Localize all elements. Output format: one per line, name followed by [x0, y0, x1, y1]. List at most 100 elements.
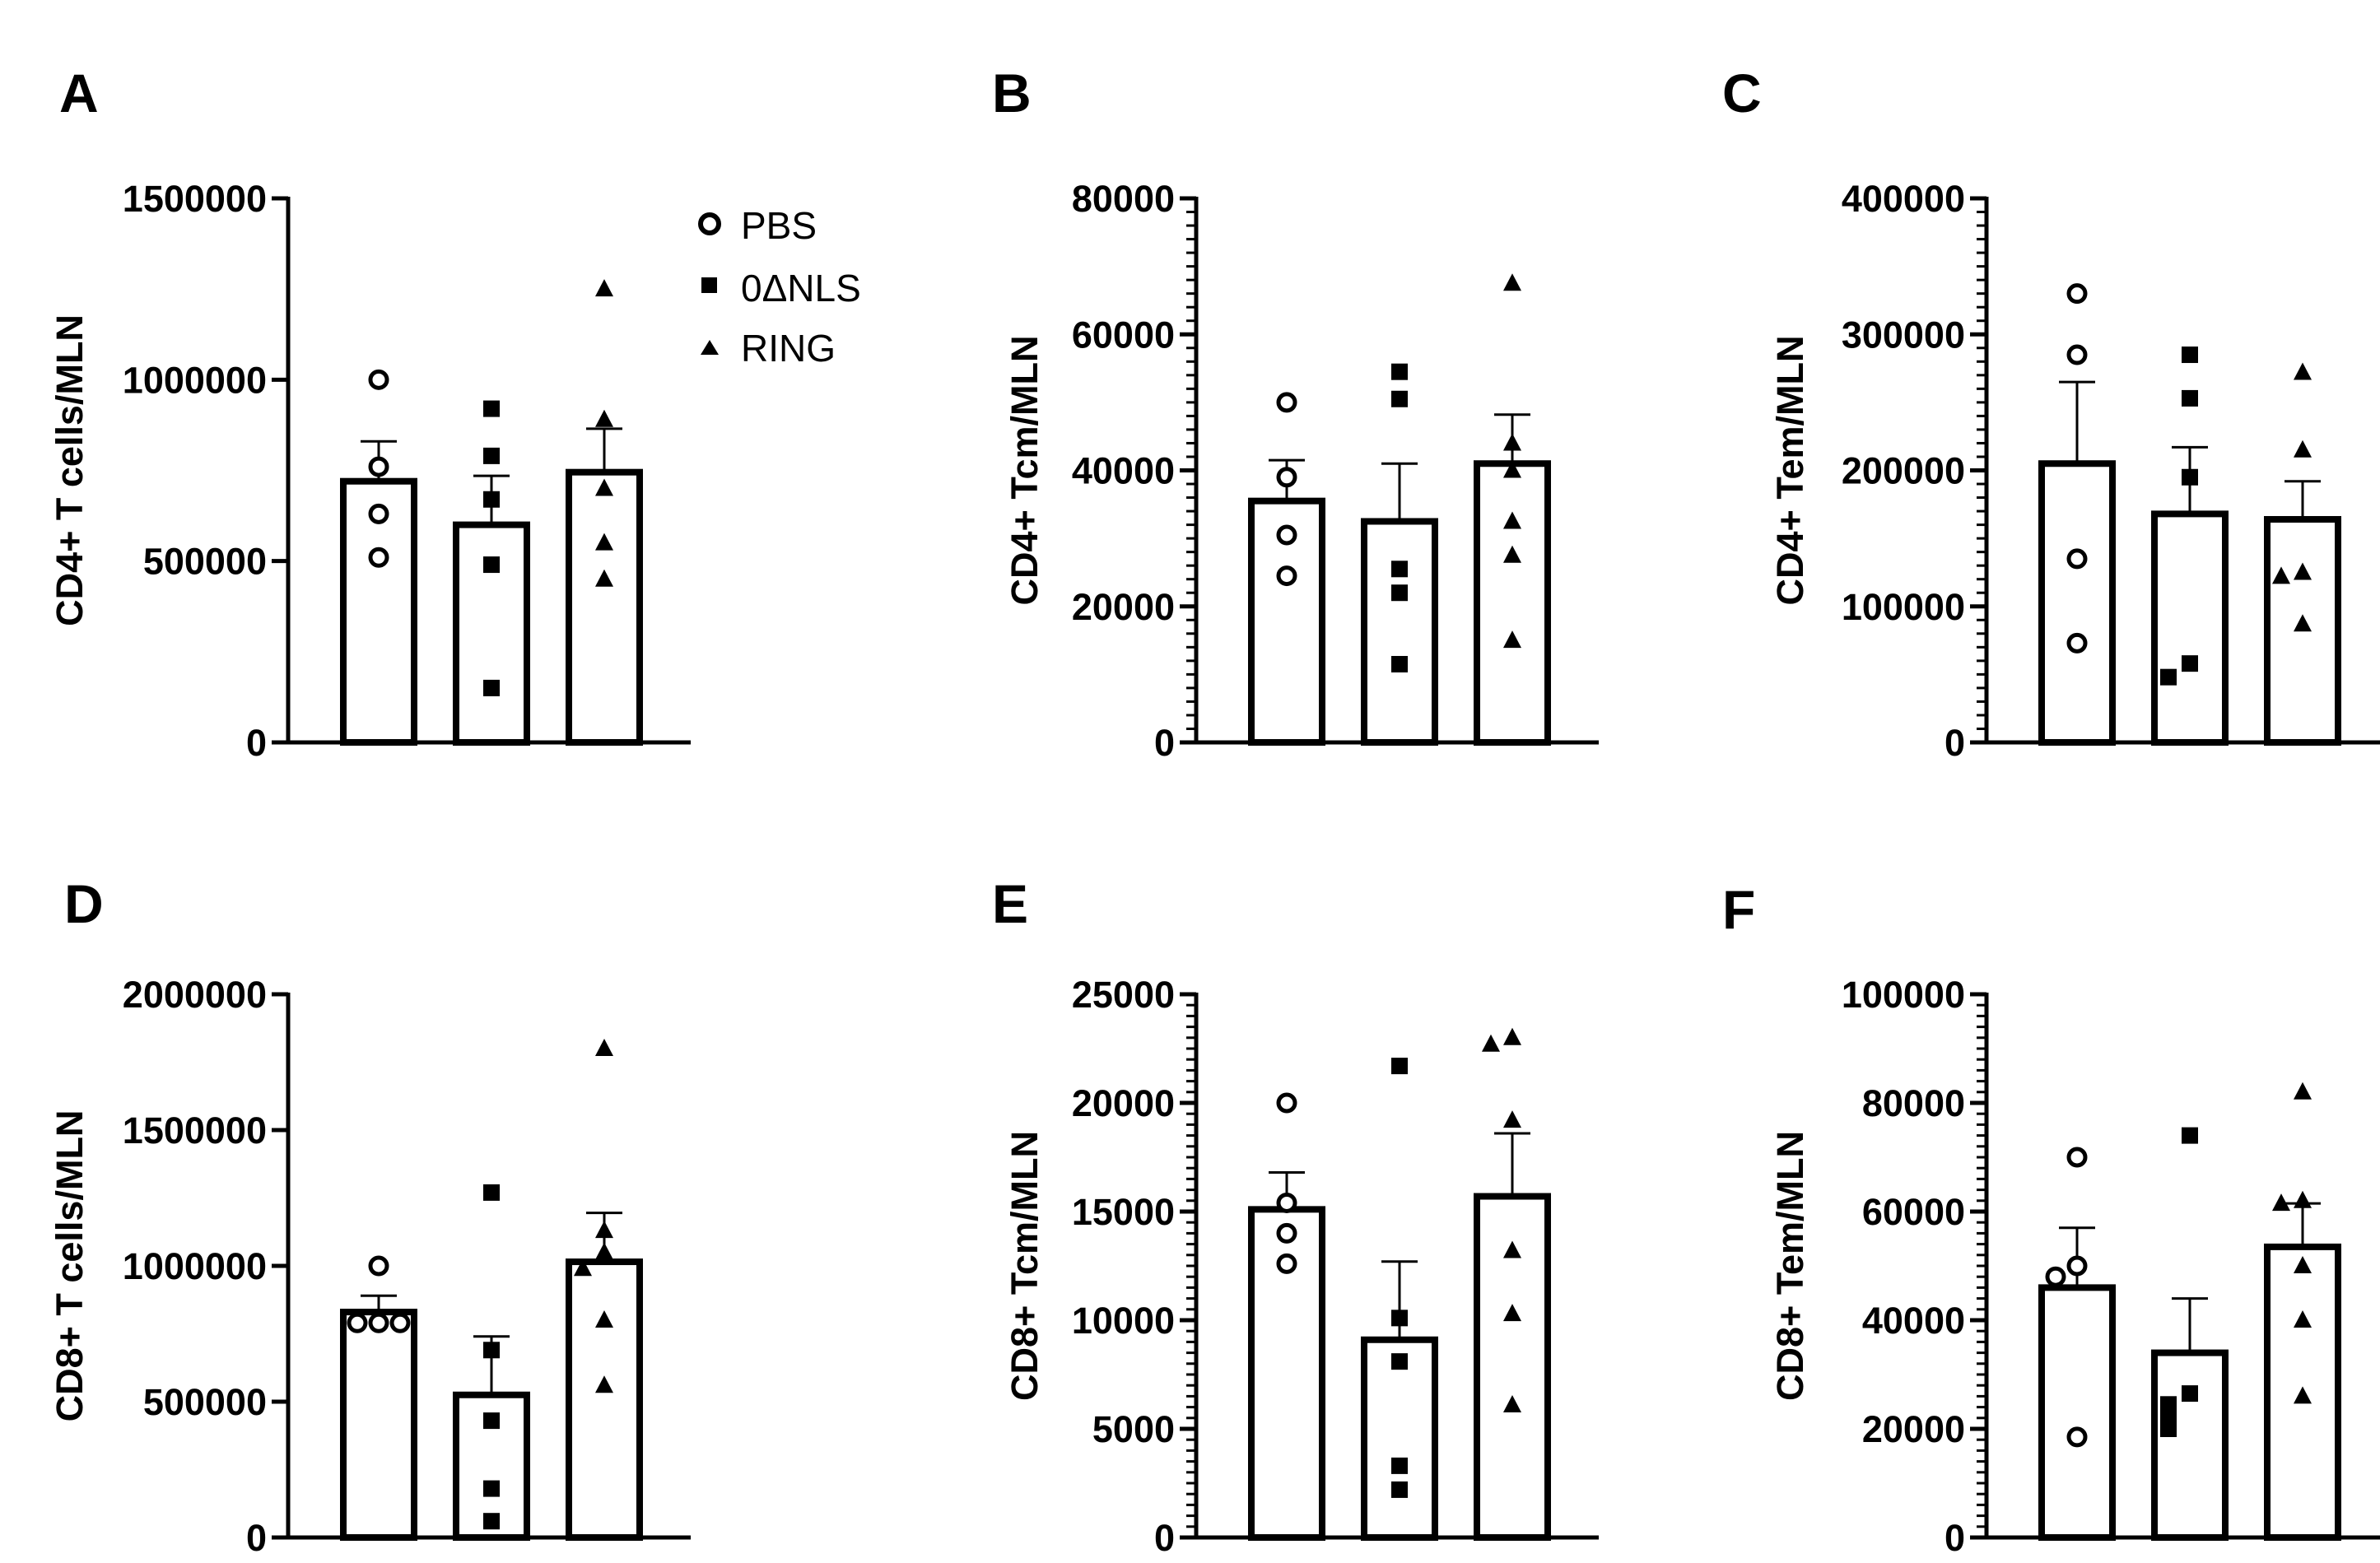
panel-e: E 0 5000 10000 15000 20000 25000 CD8+ Tcm/MLN [992, 873, 1599, 1559]
bar-RING [2264, 1243, 2341, 1542]
data-point [1391, 1309, 1408, 1327]
data-point [595, 279, 613, 297]
panel-a: A 0 500000 1000000 1500000 CD4+ T cells/MLN [49, 63, 691, 764]
y-tick-label: 20000 [1072, 1082, 1175, 1124]
data-point [1503, 1110, 1521, 1128]
legend-label-0dnls: 0ΔNLS [741, 267, 861, 309]
data-point [1503, 1240, 1521, 1258]
legend-item-pbs: PBS [698, 204, 817, 247]
y-axis-label: CD4+ Tcm/MLN [1004, 336, 1046, 606]
bar-0ΔNLS [1361, 1336, 1438, 1542]
data-point [1503, 273, 1521, 291]
data-point [1276, 1192, 1297, 1213]
data-point [1503, 630, 1521, 649]
y-tick-label: 5000 [1092, 1408, 1175, 1450]
y-tick-label: 2000000 [123, 974, 267, 1016]
bar-0ΔNLS [1361, 518, 1438, 746]
y-tick-label: 0 [1945, 722, 1965, 764]
data-point [2294, 562, 2312, 580]
y-axis-label: CD8+ T cells/MLN [49, 1110, 91, 1422]
data-point [2182, 1127, 2198, 1144]
data-point [2066, 344, 2088, 365]
data-point [2272, 566, 2290, 584]
data-point [2160, 668, 2177, 686]
data-point [1391, 1457, 1408, 1474]
y-tick-label: 20000 [1072, 586, 1175, 628]
data-point [1503, 545, 1521, 563]
y-tick-label: 80000 [1862, 1082, 1965, 1124]
data-point [1391, 1058, 1408, 1075]
data-point [2294, 614, 2312, 632]
data-point [1276, 1253, 1297, 1274]
y-tick-label: 1000000 [123, 1245, 267, 1287]
y-tick-label: 500000 [143, 541, 267, 583]
data-point [1503, 1394, 1521, 1412]
y-tick-label: 15000 [1072, 1191, 1175, 1233]
y-tick-label: 200000 [1842, 450, 1965, 492]
data-point [2182, 468, 2198, 486]
data-point [368, 1312, 389, 1333]
y-axis-label: CD8+ Tcm/MLN [1004, 1131, 1046, 1401]
data-point [2294, 1310, 2312, 1328]
panel-letter: D [64, 873, 104, 934]
data-point [2182, 389, 2198, 407]
panel-b: B 0 20000 40000 60000 80000 CD4+ Tcm/MLN [992, 63, 1599, 764]
data-point [2294, 362, 2312, 380]
y-tick-label: 80000 [1072, 178, 1175, 220]
y-tick-label: 60000 [1862, 1191, 1965, 1233]
data-point [483, 1513, 500, 1530]
y-tick-label: 300000 [1842, 314, 1965, 356]
bar-PBS [340, 477, 417, 746]
panel-letter: A [59, 63, 99, 123]
y-tick-label: 10000 [1072, 1300, 1175, 1342]
legend-item-ring: RING [701, 327, 836, 370]
y-tick-label: 100000 [1842, 586, 1965, 628]
data-point [483, 491, 500, 508]
data-point [2294, 440, 2312, 458]
data-point [1276, 1092, 1297, 1114]
legend-label-ring: RING [741, 327, 836, 370]
data-point [483, 1412, 500, 1430]
y-tick-label: 1500000 [123, 178, 267, 220]
data-point [595, 533, 613, 551]
filled-triangle-icon [701, 340, 719, 355]
panel-c: C 0 100000 200000 300000 400000 CD4+ Tem/MLN [1722, 63, 2380, 764]
data-point [595, 569, 613, 587]
bar-PBS [2038, 460, 2116, 746]
data-point [2066, 1147, 2088, 1168]
data-point [595, 409, 613, 427]
legend: PBS 0ΔNLS RING [698, 204, 861, 370]
y-tick-label: 1500000 [123, 1109, 267, 1151]
data-point [1391, 561, 1408, 578]
y-tick-label: 40000 [1072, 450, 1175, 492]
data-point [595, 1242, 613, 1260]
panel-d: D 0 500000 1000000 1500000 2000000 CD8+ T cell… [49, 873, 691, 1559]
data-point [1391, 1353, 1408, 1370]
data-point [483, 1480, 500, 1497]
data-point [368, 547, 389, 568]
data-point [595, 478, 613, 496]
y-tick-label: 0 [1154, 722, 1175, 764]
panel-letter: C [1722, 63, 1762, 123]
data-point [595, 1039, 613, 1056]
y-tick-label: 40000 [1862, 1300, 1965, 1342]
data-point [2160, 1421, 2177, 1437]
data-point [2294, 1256, 2312, 1273]
data-point [2294, 1082, 2312, 1100]
data-point [2066, 1426, 2088, 1448]
bar-PBS [2038, 1284, 2116, 1542]
legend-item-0dnls: 0ΔNLS [701, 267, 861, 309]
bar-RING [566, 468, 643, 746]
data-point [595, 1310, 613, 1328]
bar-0ΔNLS [2151, 510, 2229, 746]
data-point [483, 556, 500, 574]
bar-PBS [1248, 497, 1325, 747]
data-point [1276, 524, 1297, 546]
filled-square-icon [701, 277, 717, 293]
data-point [1391, 363, 1408, 380]
data-point [2294, 1386, 2312, 1404]
y-tick-label: 100000 [1842, 974, 1965, 1016]
data-point [347, 1312, 368, 1333]
data-point [483, 447, 500, 464]
